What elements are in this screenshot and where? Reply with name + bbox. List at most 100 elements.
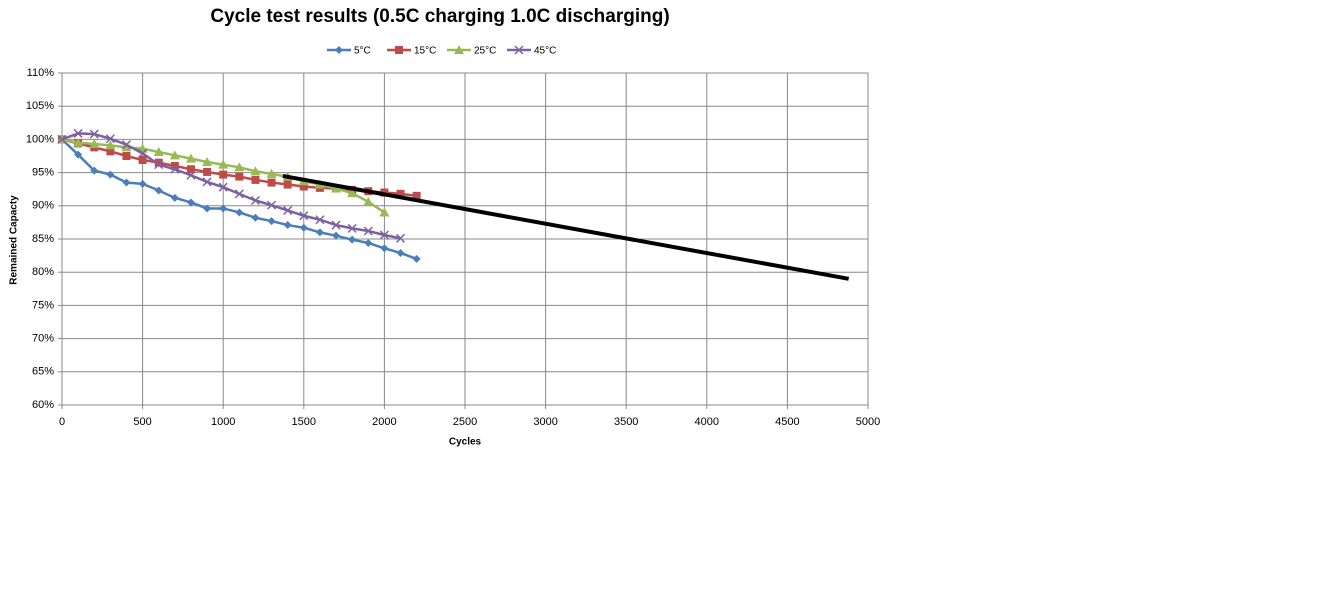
- marker: [299, 211, 309, 221]
- marker: [395, 233, 406, 243]
- legend-item: 15°C: [387, 46, 436, 57]
- marker: [347, 223, 357, 233]
- marker: [251, 213, 260, 222]
- marker: [395, 46, 403, 54]
- marker: [234, 189, 244, 199]
- marker: [74, 150, 83, 159]
- marker: [218, 159, 229, 169]
- x-tick-label: 2000: [372, 416, 396, 428]
- marker: [283, 205, 293, 215]
- legend-label: 15°C: [414, 46, 436, 57]
- marker: [454, 45, 464, 54]
- y-axis-label: Remained Capacty: [9, 195, 20, 285]
- series-line: [282, 173, 850, 281]
- legend-label: 5°C: [354, 46, 371, 57]
- marker: [267, 200, 277, 210]
- marker: [185, 153, 196, 163]
- marker: [363, 196, 374, 206]
- marker: [153, 147, 164, 157]
- marker: [299, 182, 308, 191]
- marker: [363, 226, 373, 236]
- marker: [57, 134, 67, 144]
- marker: [106, 147, 115, 156]
- marker: [299, 223, 308, 232]
- y-tick-label: 100%: [26, 133, 54, 145]
- marker: [396, 189, 405, 198]
- y-tick-label: 110%: [27, 67, 55, 79]
- marker: [331, 183, 342, 193]
- marker: [90, 166, 99, 175]
- x-tick-label: 4000: [695, 416, 719, 428]
- marker: [121, 142, 132, 152]
- marker: [73, 137, 84, 147]
- marker: [379, 207, 390, 217]
- marker: [186, 170, 196, 180]
- marker: [234, 162, 245, 172]
- y-tick-label: 60%: [32, 399, 54, 411]
- marker: [250, 166, 261, 176]
- marker: [138, 148, 148, 158]
- marker: [267, 178, 276, 187]
- marker: [218, 182, 228, 192]
- marker: [267, 217, 276, 226]
- marker: [202, 156, 213, 166]
- marker: [122, 152, 131, 160]
- x-tick-label: 3500: [614, 416, 638, 428]
- marker: [250, 195, 260, 206]
- y-tick-label: 65%: [32, 366, 54, 378]
- marker: [315, 215, 325, 225]
- marker: [364, 238, 373, 247]
- marker: [315, 228, 324, 237]
- marker: [154, 160, 164, 170]
- marker: [89, 129, 99, 139]
- marker: [170, 164, 180, 174]
- series-line: [61, 132, 401, 240]
- y-tick-label: 70%: [32, 333, 54, 345]
- marker: [266, 168, 277, 178]
- y-tick-label: 75%: [32, 299, 54, 311]
- y-tick-label: 105%: [26, 100, 54, 112]
- marker: [348, 235, 357, 244]
- marker: [154, 186, 163, 195]
- marker: [380, 244, 389, 253]
- marker: [106, 170, 115, 179]
- legend-label: 45°C: [534, 46, 556, 57]
- y-tick-label: 95%: [32, 167, 54, 179]
- marker: [283, 180, 292, 189]
- y-tick-label: 80%: [32, 266, 54, 278]
- marker: [186, 198, 195, 207]
- marker: [154, 158, 163, 167]
- plot-frame: [61, 72, 869, 406]
- chart-title: Cycle test results (0.5C charging 1.0C d…: [210, 6, 669, 27]
- marker: [379, 230, 389, 240]
- x-tick-label: 1000: [211, 416, 235, 428]
- marker: [122, 178, 131, 187]
- marker: [89, 139, 100, 149]
- marker: [105, 140, 116, 150]
- marker: [514, 45, 524, 55]
- marker: [138, 179, 147, 188]
- legend-item: 45°C: [507, 45, 556, 57]
- marker: [203, 204, 212, 213]
- marker: [412, 191, 421, 200]
- marker: [186, 165, 195, 174]
- marker: [121, 140, 132, 150]
- marker: [347, 188, 358, 198]
- y-tick-label: 85%: [32, 233, 54, 245]
- x-tick-label: 0: [59, 416, 65, 428]
- marker: [332, 231, 341, 240]
- marker: [331, 220, 341, 230]
- y-tick-label: 90%: [32, 200, 54, 212]
- marker: [235, 172, 244, 181]
- x-axis-label: Cycles: [449, 437, 482, 448]
- marker: [105, 134, 115, 144]
- legend-label: 25°C: [474, 46, 496, 57]
- legend-item: 25°C: [447, 45, 496, 57]
- marker: [170, 161, 179, 170]
- marker: [283, 221, 292, 230]
- marker: [335, 46, 343, 54]
- marker: [251, 175, 260, 184]
- marker: [396, 248, 405, 257]
